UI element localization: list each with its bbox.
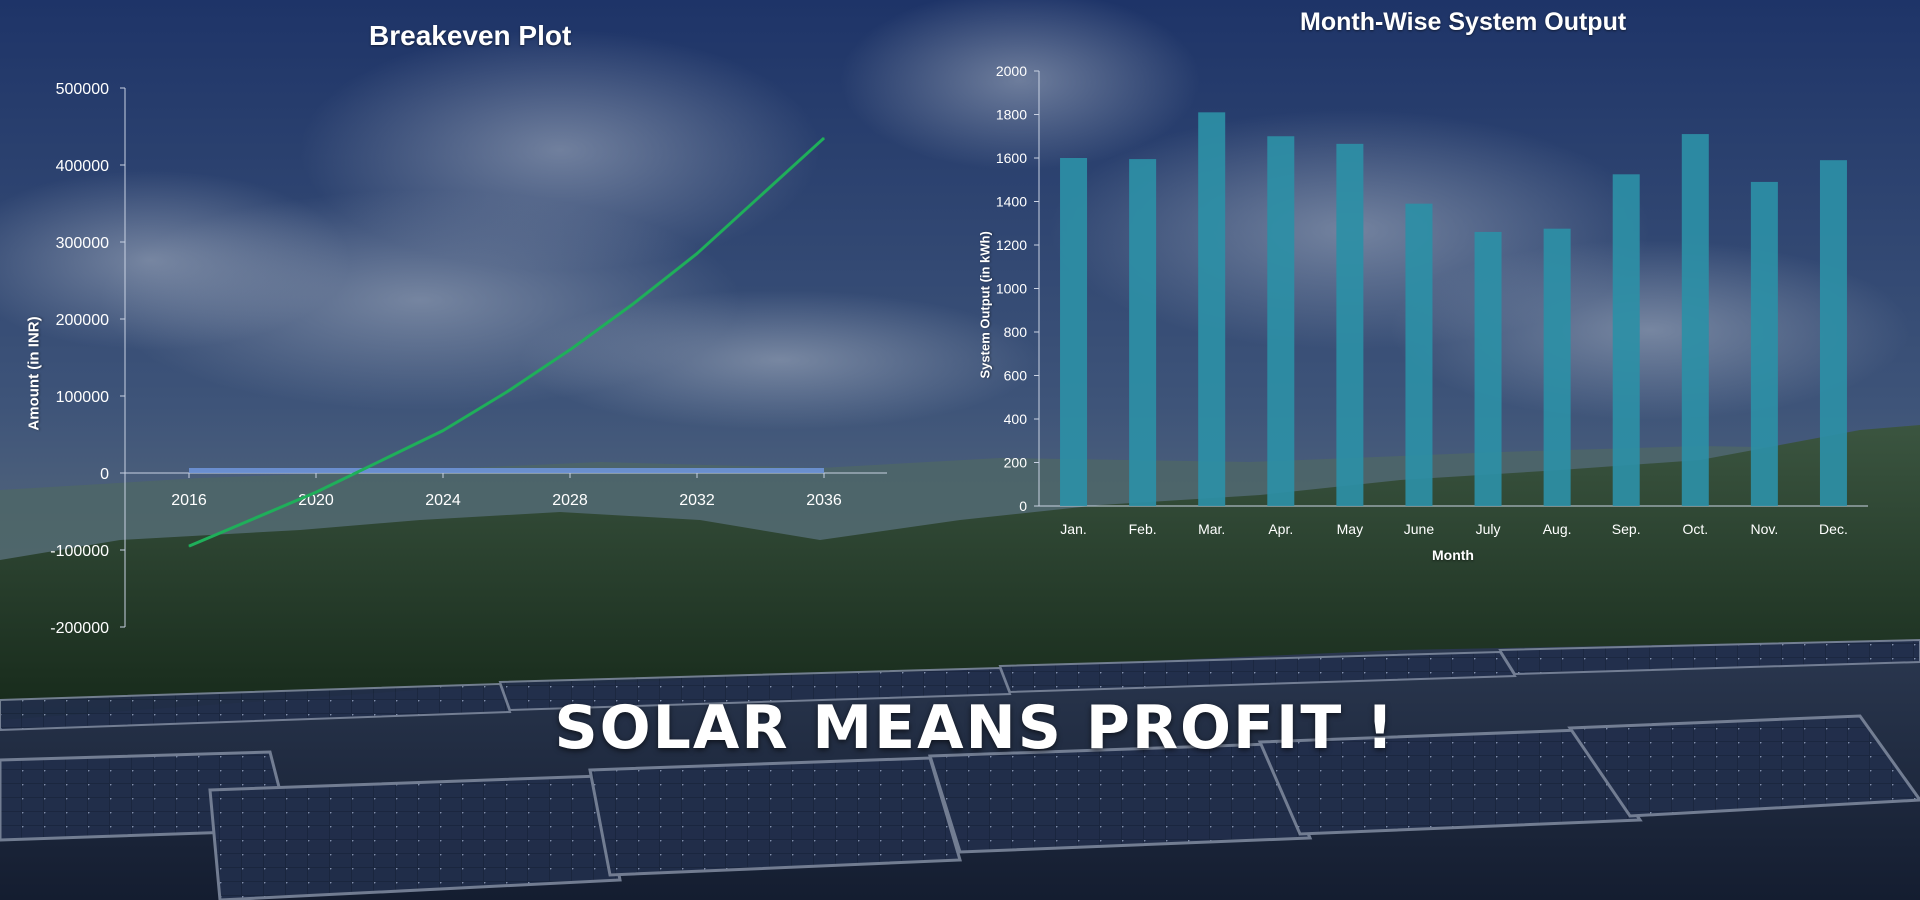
x-tick-label: Feb. bbox=[1129, 521, 1157, 537]
y-tick-label: 1800 bbox=[996, 107, 1027, 123]
y-tick-label: 400 bbox=[1004, 411, 1028, 427]
y-tick-label: 400000 bbox=[56, 158, 109, 175]
data-point bbox=[633, 303, 634, 305]
x-tick-label: Aug. bbox=[1543, 521, 1572, 537]
tagline: SOLAR MEANS PROFIT ! bbox=[554, 693, 1396, 763]
y-tick-label: 0 bbox=[1019, 498, 1027, 514]
x-tick-label: Apr. bbox=[1268, 521, 1293, 537]
y-tick-label: 200 bbox=[1004, 455, 1028, 471]
x-tick-label: July bbox=[1476, 521, 1501, 537]
bar-nov bbox=[1750, 181, 1778, 507]
data-point bbox=[569, 349, 571, 351]
bar-mar bbox=[1198, 112, 1226, 506]
forest bbox=[0, 425, 1920, 720]
bar-june bbox=[1405, 203, 1433, 507]
y-tick-label: 200000 bbox=[56, 312, 109, 329]
bar-july bbox=[1474, 231, 1502, 506]
bar-may bbox=[1336, 143, 1364, 507]
bar-feb bbox=[1129, 159, 1157, 506]
y-tick-label: -100000 bbox=[50, 543, 109, 560]
bar-oct bbox=[1681, 134, 1709, 506]
x-tick-label: Oct. bbox=[1682, 521, 1708, 537]
x-tick-label: 2032 bbox=[679, 492, 715, 509]
zero-line-bar bbox=[189, 468, 824, 473]
data-point bbox=[823, 137, 825, 139]
y-tick-label: 600 bbox=[1004, 368, 1028, 384]
data-point bbox=[760, 195, 761, 197]
x-tick-label: Jan. bbox=[1060, 521, 1086, 537]
x-tick-label: Mar. bbox=[1198, 521, 1225, 537]
breakeven-chart-title: Breakeven Plot bbox=[369, 20, 572, 51]
x-tick-label: 2016 bbox=[171, 492, 207, 509]
output-chart-title: Month-Wise System Output bbox=[1300, 8, 1627, 36]
x-tick-label: Sep. bbox=[1612, 521, 1641, 537]
data-point bbox=[252, 518, 253, 520]
y-tick-label: 1600 bbox=[996, 150, 1027, 166]
y-tick-label: 1400 bbox=[996, 194, 1027, 210]
x-tick-label: 2028 bbox=[552, 492, 588, 509]
y-tick-label: 2000 bbox=[996, 63, 1027, 79]
x-tick-label: Dec. bbox=[1819, 521, 1848, 537]
y-tick-label: 300000 bbox=[56, 235, 109, 252]
y-tick-label: 800 bbox=[1004, 324, 1028, 340]
y-tick-label: 0 bbox=[100, 466, 109, 483]
clouds bbox=[0, 0, 1910, 430]
output-x-axis-label: Month bbox=[1432, 547, 1474, 563]
x-tick-label: 2024 bbox=[425, 492, 461, 509]
data-point bbox=[188, 545, 190, 547]
x-tick-label: June bbox=[1404, 521, 1435, 537]
solar-panels bbox=[0, 638, 1920, 900]
bar-dec bbox=[1819, 160, 1847, 507]
y-tick-label: 100000 bbox=[56, 389, 109, 406]
y-tick-label: 500000 bbox=[56, 81, 109, 98]
x-tick-label: 2036 bbox=[806, 492, 842, 509]
data-point bbox=[379, 460, 380, 462]
bar-sep bbox=[1612, 174, 1640, 506]
data-point bbox=[696, 253, 698, 255]
data-point bbox=[315, 491, 317, 493]
x-tick-label: Nov. bbox=[1751, 521, 1779, 537]
x-tick-label: May bbox=[1337, 521, 1363, 537]
bar-aug bbox=[1543, 228, 1571, 506]
y-tick-label: 1200 bbox=[996, 237, 1027, 253]
bar-apr bbox=[1267, 136, 1295, 506]
y-tick-label: 1000 bbox=[996, 281, 1027, 297]
bar-jan bbox=[1060, 158, 1088, 506]
y-tick-label: -200000 bbox=[50, 620, 109, 637]
data-point bbox=[442, 430, 444, 432]
data-point bbox=[506, 391, 507, 393]
